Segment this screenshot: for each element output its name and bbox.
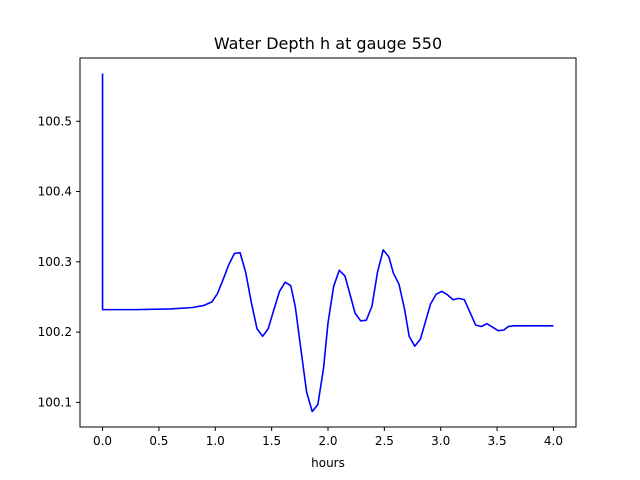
x-tick-label: 0.0 [93,434,112,448]
x-tick-label: 2.5 [375,434,394,448]
y-tick-label: 100.5 [38,114,72,128]
series-line-0 [101,73,554,413]
x-tick-label: 4.0 [544,434,563,448]
x-axis-label: hours [311,456,345,470]
chart-title: Water Depth h at gauge 550 [214,34,442,53]
x-tick-label: 2.0 [318,434,337,448]
plot-frame [79,57,577,428]
y-tick-label: 100.1 [38,395,72,409]
x-tick-label: 1.5 [262,434,281,448]
y-tick-label: 100.2 [38,325,72,339]
x-tick-label: 3.0 [431,434,450,448]
x-tick-label: 1.0 [206,434,225,448]
y-tick-label: 100.4 [38,185,72,199]
x-tick-label: 0.5 [149,434,168,448]
y-tick-label: 100.3 [38,255,72,269]
x-tick-label: 3.5 [488,434,507,448]
